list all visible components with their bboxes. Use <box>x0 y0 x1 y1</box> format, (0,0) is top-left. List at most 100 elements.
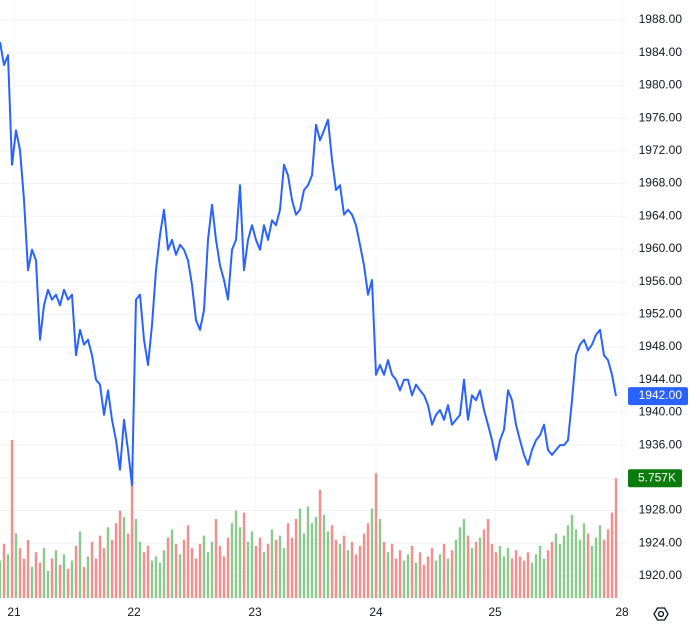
volume-bar <box>586 533 590 598</box>
y-tick-label: 1956.00 <box>639 274 683 288</box>
volume-bar <box>374 473 378 598</box>
volume-bar <box>38 562 42 598</box>
y-tick-label: 1948.00 <box>639 339 683 353</box>
volume-bar <box>122 516 126 598</box>
volume-bar <box>522 560 526 598</box>
x-tick-label: 24 <box>369 605 383 619</box>
volume-bar <box>354 554 358 598</box>
volume-bar <box>94 558 98 598</box>
volume-bar <box>6 554 10 598</box>
volume-bar <box>190 548 194 598</box>
price-label: 1942.00 <box>639 388 683 402</box>
grid <box>0 0 628 598</box>
volume-bar <box>166 537 170 598</box>
volume-bar <box>154 556 158 598</box>
volume-bar <box>0 560 2 598</box>
volume-bar <box>390 543 394 598</box>
volume-bar <box>90 541 94 598</box>
volume-bar <box>454 539 458 598</box>
volume-bar <box>358 546 362 598</box>
volume-bar <box>118 510 122 598</box>
volume-bar <box>342 535 346 598</box>
volume-bar <box>34 552 38 598</box>
volume-bar <box>262 552 266 598</box>
volume-bar <box>502 556 506 598</box>
volume-bar <box>426 556 430 598</box>
volume-bar <box>294 518 298 598</box>
volume-bar <box>130 475 134 598</box>
volume-bar <box>134 518 138 598</box>
volume-bar <box>506 548 510 598</box>
volume-bar <box>250 531 254 598</box>
volume-bar <box>222 556 226 598</box>
volume-label: 5.757K <box>638 470 676 484</box>
volume-bar <box>550 541 554 598</box>
y-tick-label: 1968.00 <box>639 176 683 190</box>
volume-bar <box>126 533 130 598</box>
volume-bar <box>590 546 594 598</box>
volume-bar <box>350 541 354 598</box>
settings-icon[interactable] <box>653 607 669 621</box>
volume-bar <box>238 527 242 598</box>
volume-bar <box>150 560 154 598</box>
volume-bar <box>578 539 582 598</box>
volume-bar <box>258 537 262 598</box>
y-tick-label: 1936.00 <box>639 437 683 451</box>
volume-bar <box>246 541 250 598</box>
volume-bar <box>230 523 234 598</box>
y-tick-label: 1940.00 <box>639 405 683 419</box>
volume-bar <box>318 489 322 598</box>
volume-bar <box>306 506 310 598</box>
volume-bar <box>602 539 606 598</box>
volume-bar <box>538 546 542 598</box>
volume-bar <box>570 514 574 598</box>
volume-bar <box>266 543 270 598</box>
volume-bar <box>442 543 446 598</box>
volume-bar <box>78 531 82 598</box>
volume-bar <box>382 541 386 598</box>
volume-bar <box>314 516 318 598</box>
volume-bar <box>202 535 206 598</box>
volume-bar <box>554 533 558 598</box>
x-tick-label: 25 <box>488 605 502 619</box>
volume-bar <box>194 558 198 598</box>
volume-bar <box>498 546 502 598</box>
volume-bar <box>46 570 50 598</box>
volume-bar <box>234 510 238 598</box>
volume-bar <box>206 552 210 598</box>
volume-bar <box>106 527 110 598</box>
volume-bar <box>386 552 390 598</box>
volume-bars <box>0 439 618 598</box>
volume-bar <box>10 439 14 598</box>
volume-bar <box>86 556 90 598</box>
y-tick-label: 1944.00 <box>639 372 683 386</box>
volume-bar <box>514 550 518 598</box>
volume-bar <box>30 566 34 598</box>
volume-bar <box>274 539 278 598</box>
volume-bar <box>18 548 22 598</box>
volume-bar <box>542 558 546 598</box>
volume-bar <box>610 512 614 598</box>
volume-bar <box>494 552 498 598</box>
x-tick-label: 21 <box>7 605 21 619</box>
volume-bar <box>286 523 290 598</box>
volume-bar <box>42 548 46 598</box>
volume-bar <box>62 554 66 598</box>
volume-bar <box>450 550 454 598</box>
volume-bar <box>414 562 418 598</box>
volume-bar <box>270 529 274 598</box>
volume-bar <box>198 543 202 598</box>
volume-bar <box>26 539 30 598</box>
volume-bar <box>486 518 490 598</box>
y-tick-label: 1920.00 <box>639 568 683 582</box>
volume-bar <box>434 560 438 598</box>
volume-bar <box>422 564 426 598</box>
y-tick-label: 1924.00 <box>639 535 683 549</box>
volume-bar <box>562 535 566 598</box>
volume-bar <box>74 546 78 598</box>
volume-bar <box>430 548 434 598</box>
volume-bar <box>466 535 470 598</box>
volume-bar <box>378 518 382 598</box>
volume-bar <box>146 546 150 598</box>
